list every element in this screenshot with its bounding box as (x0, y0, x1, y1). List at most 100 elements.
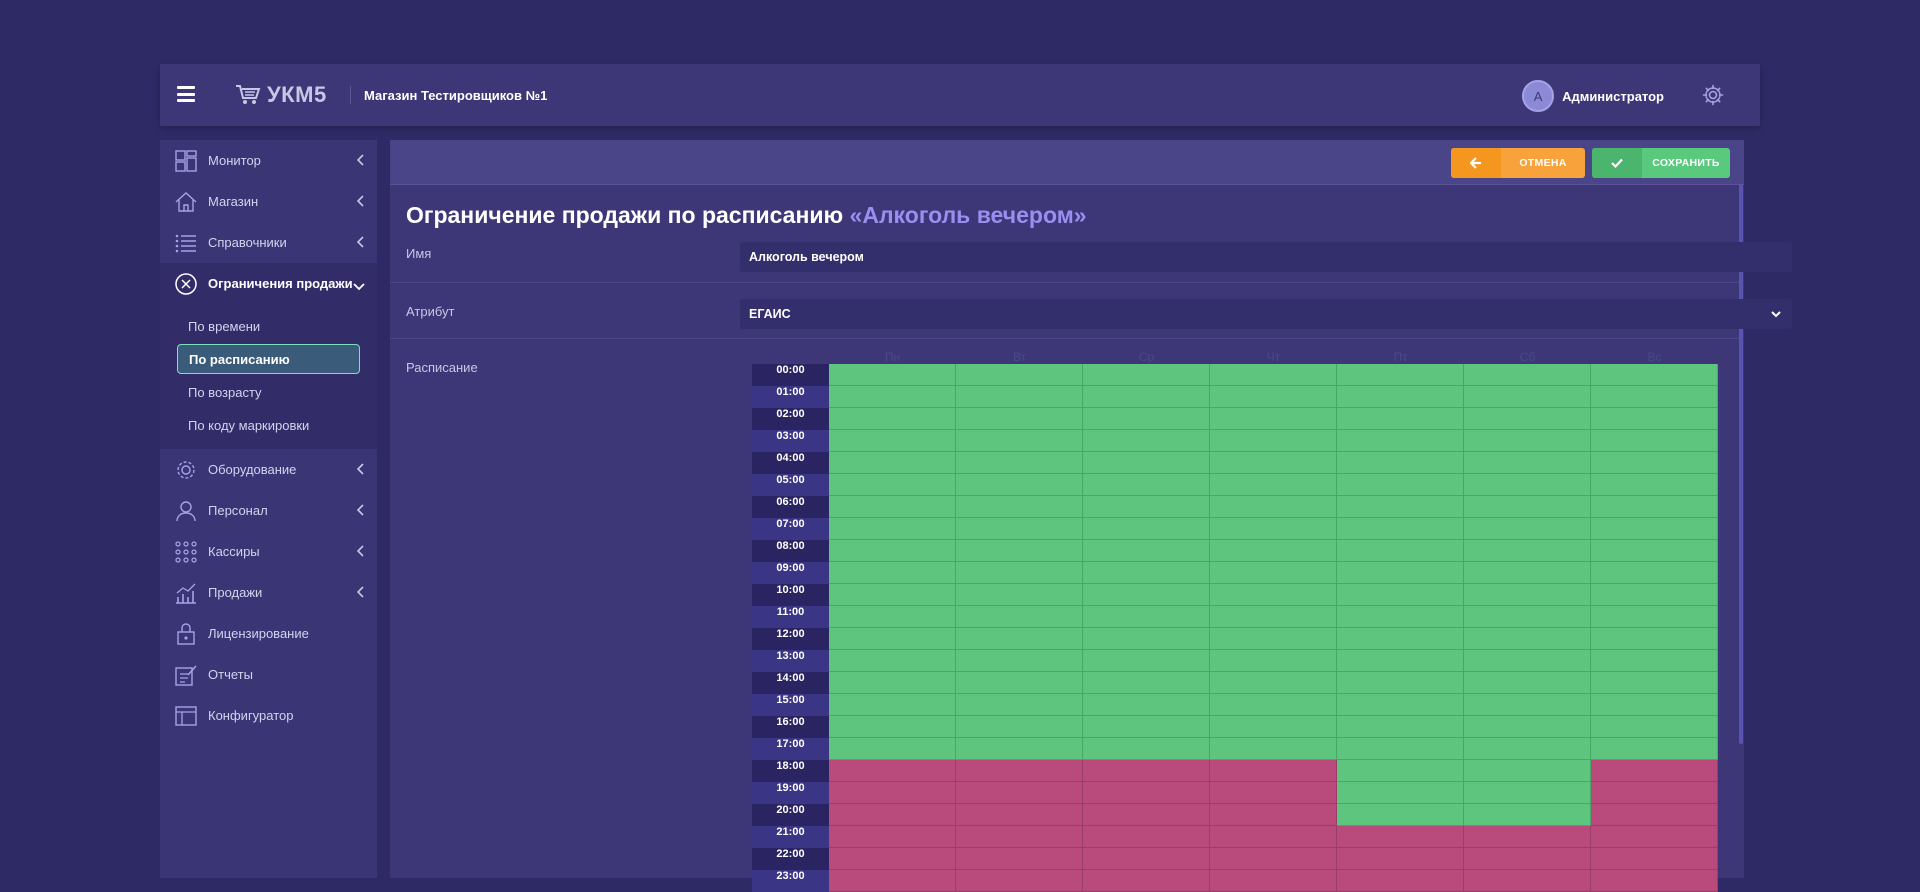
schedule-cell[interactable] (829, 782, 956, 804)
user-menu[interactable]: А Администратор (1522, 80, 1664, 112)
schedule-cell[interactable] (1337, 606, 1464, 628)
schedule-cell[interactable] (1337, 452, 1464, 474)
schedule-cell[interactable] (1083, 694, 1210, 716)
schedule-cell[interactable] (956, 606, 1083, 628)
schedule-cell[interactable] (1591, 386, 1718, 408)
sidebar-item[interactable]: Конфигуратор (160, 695, 377, 736)
schedule-cell[interactable] (1083, 804, 1210, 826)
logo[interactable]: УКМ5 (235, 82, 327, 108)
schedule-cell[interactable] (1591, 804, 1718, 826)
schedule-cell[interactable] (1337, 496, 1464, 518)
schedule-cell[interactable] (956, 760, 1083, 782)
schedule-cell[interactable] (1591, 496, 1718, 518)
schedule-cell[interactable] (1210, 694, 1337, 716)
schedule-cell[interactable] (829, 650, 956, 672)
schedule-cell[interactable] (956, 782, 1083, 804)
sidebar-item[interactable]: Кассиры (160, 531, 377, 572)
schedule-cell[interactable] (956, 804, 1083, 826)
schedule-cell[interactable] (1464, 694, 1591, 716)
schedule-cell[interactable] (1083, 562, 1210, 584)
scrollbar[interactable] (1739, 184, 1743, 744)
schedule-cell[interactable] (829, 672, 956, 694)
schedule-cell[interactable] (1464, 826, 1591, 848)
schedule-cell[interactable] (1591, 584, 1718, 606)
schedule-cell[interactable] (1464, 760, 1591, 782)
schedule-cell[interactable] (956, 716, 1083, 738)
schedule-cell[interactable] (956, 628, 1083, 650)
schedule-cell[interactable] (1464, 408, 1591, 430)
schedule-cell[interactable] (829, 540, 956, 562)
schedule-cell[interactable] (1083, 738, 1210, 760)
schedule-cell[interactable] (829, 804, 956, 826)
schedule-cell[interactable] (829, 430, 956, 452)
schedule-cell[interactable] (956, 364, 1083, 386)
schedule-cell[interactable] (1591, 628, 1718, 650)
schedule-cell[interactable] (1464, 584, 1591, 606)
schedule-cell[interactable] (1083, 452, 1210, 474)
schedule-cell[interactable] (1337, 672, 1464, 694)
schedule-cell[interactable] (1083, 782, 1210, 804)
schedule-cell[interactable] (1464, 870, 1591, 892)
sidebar-item[interactable]: Персонал (160, 490, 377, 531)
schedule-cell[interactable] (1210, 672, 1337, 694)
schedule-cell[interactable] (1210, 650, 1337, 672)
schedule-cell[interactable] (1337, 782, 1464, 804)
schedule-cell[interactable] (1337, 848, 1464, 870)
schedule-cell[interactable] (1210, 738, 1337, 760)
schedule-cell[interactable] (1591, 760, 1718, 782)
schedule-cell[interactable] (1591, 430, 1718, 452)
schedule-cell[interactable] (1210, 628, 1337, 650)
schedule-cell[interactable] (1083, 408, 1210, 430)
schedule-cell[interactable] (956, 672, 1083, 694)
schedule-cell[interactable] (1210, 496, 1337, 518)
schedule-cell[interactable] (1591, 738, 1718, 760)
submenu-item[interactable]: По возрасту (188, 384, 262, 400)
schedule-cell[interactable] (1210, 606, 1337, 628)
schedule-cell[interactable] (1591, 826, 1718, 848)
schedule-cell[interactable] (829, 848, 956, 870)
schedule-cell[interactable] (1210, 848, 1337, 870)
schedule-cell[interactable] (1210, 826, 1337, 848)
schedule-cell[interactable] (1210, 474, 1337, 496)
schedule-cell[interactable] (1337, 826, 1464, 848)
schedule-cell[interactable] (1464, 738, 1591, 760)
schedule-cell[interactable] (829, 826, 956, 848)
sidebar-item[interactable]: Оборудование (160, 449, 377, 490)
schedule-cell[interactable] (1083, 672, 1210, 694)
schedule-cell[interactable] (1083, 518, 1210, 540)
submenu-item[interactable]: По расписанию (177, 344, 360, 374)
schedule-cell[interactable] (1337, 364, 1464, 386)
schedule-cell[interactable] (1083, 584, 1210, 606)
schedule-cell[interactable] (829, 694, 956, 716)
schedule-cell[interactable] (1210, 584, 1337, 606)
schedule-cell[interactable] (1591, 474, 1718, 496)
schedule-cell[interactable] (1464, 518, 1591, 540)
schedule-cell[interactable] (1083, 496, 1210, 518)
schedule-cell[interactable] (1337, 870, 1464, 892)
submenu-item[interactable]: По времени (188, 318, 261, 334)
cancel-button[interactable]: ОТМЕНА (1451, 148, 1585, 178)
schedule-cell[interactable] (1083, 628, 1210, 650)
schedule-cell[interactable] (1083, 848, 1210, 870)
schedule-cell[interactable] (1337, 650, 1464, 672)
sidebar-item[interactable]: Отчеты (160, 654, 377, 695)
schedule-cell[interactable] (829, 562, 956, 584)
schedule-cell[interactable] (1464, 540, 1591, 562)
sidebar-item[interactable]: Магазин (160, 181, 377, 222)
schedule-cell[interactable] (829, 518, 956, 540)
schedule-cell[interactable] (1210, 782, 1337, 804)
schedule-cell[interactable] (1591, 408, 1718, 430)
schedule-cell[interactable] (1210, 452, 1337, 474)
schedule-cell[interactable] (1591, 518, 1718, 540)
schedule-cell[interactable] (1464, 496, 1591, 518)
name-field[interactable]: Алкоголь вечером (740, 242, 1792, 272)
schedule-cell[interactable] (1083, 650, 1210, 672)
schedule-cell[interactable] (1337, 694, 1464, 716)
schedule-cell[interactable] (1210, 430, 1337, 452)
schedule-cell[interactable] (1464, 562, 1591, 584)
schedule-cell[interactable] (829, 716, 956, 738)
schedule-cell[interactable] (956, 518, 1083, 540)
sidebar-item[interactable]: Монитор (160, 140, 377, 181)
schedule-cell[interactable] (829, 496, 956, 518)
schedule-cell[interactable] (1591, 716, 1718, 738)
